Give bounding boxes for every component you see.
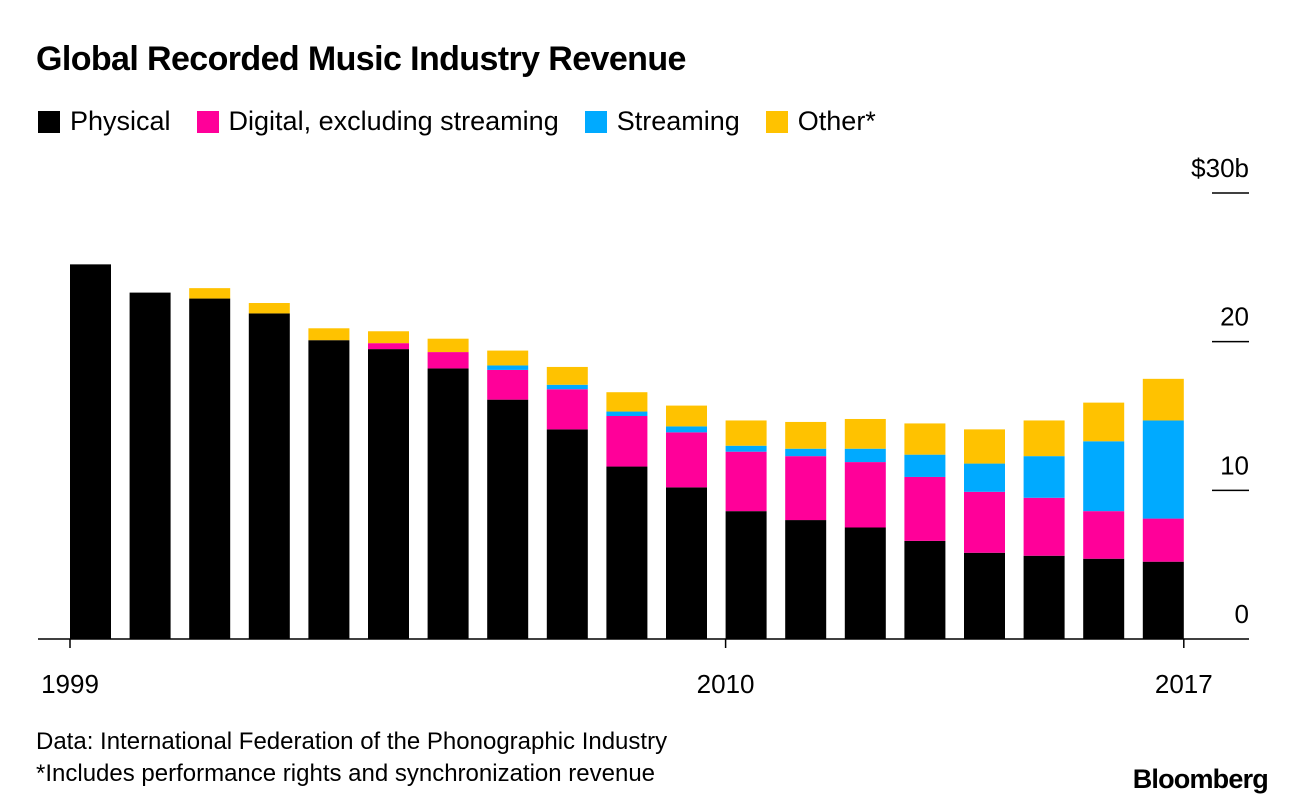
x-tick-label: 1999 xyxy=(41,669,99,699)
bar-segment xyxy=(666,426,707,433)
bar-segment xyxy=(427,368,469,639)
bar-segment xyxy=(546,389,588,430)
bar-segment xyxy=(725,451,767,512)
bar-segment xyxy=(666,405,707,427)
bar-segment xyxy=(1142,378,1184,421)
bar-segment xyxy=(606,416,648,467)
bar-segment xyxy=(1023,555,1065,639)
bar-segment xyxy=(904,540,946,639)
chart-title: Global Recorded Music Industry Revenue xyxy=(36,40,686,78)
bar-segment xyxy=(308,340,350,639)
y-tick-label: $30b xyxy=(1191,153,1249,183)
bar-segment xyxy=(964,429,1005,464)
bar-segment xyxy=(844,527,886,639)
bar-segment xyxy=(427,338,469,353)
bar-segment xyxy=(964,491,1005,553)
bar-segment xyxy=(1142,420,1184,519)
bar-segment xyxy=(844,418,886,449)
bar-segment xyxy=(964,552,1005,639)
bar-segment xyxy=(606,466,648,639)
legend: Physical Digital, excluding streaming St… xyxy=(38,106,902,137)
bar-segment xyxy=(725,420,767,446)
legend-item-digital: Digital, excluding streaming xyxy=(196,106,559,137)
legend-label-physical: Physical xyxy=(70,106,171,136)
bar-segment xyxy=(368,343,409,350)
bar-segment xyxy=(1023,456,1065,498)
bar-segment xyxy=(844,462,886,528)
bar-segment xyxy=(248,313,290,639)
bar-segment xyxy=(725,511,767,639)
bar-segment xyxy=(904,423,946,455)
bar-segment xyxy=(487,350,529,366)
bar-segment xyxy=(904,476,946,541)
bloomberg-logo: Bloomberg xyxy=(1132,764,1269,794)
bar-segment xyxy=(546,429,588,639)
source-line: Data: International Federation of the Ph… xyxy=(36,728,668,755)
bar-segment xyxy=(785,456,827,521)
bar-segment xyxy=(1142,518,1184,562)
x-tick-label: 2017 xyxy=(1155,669,1213,699)
y-tick-label: 20 xyxy=(1220,302,1249,332)
bar-segment xyxy=(487,399,529,639)
bar-segment xyxy=(427,352,469,369)
y-tick-label: 10 xyxy=(1220,450,1249,480)
legend-swatch-other xyxy=(765,110,788,133)
bar-segment xyxy=(844,448,886,463)
bar-segment xyxy=(189,298,231,639)
bar-segment xyxy=(1023,420,1065,457)
bar-segment xyxy=(785,520,827,639)
bar-segment xyxy=(368,349,409,639)
bar-segment xyxy=(189,288,231,299)
bar-segment xyxy=(248,303,290,314)
bar-segment xyxy=(785,421,827,449)
y-tick-label: 0 xyxy=(1235,599,1249,629)
bar-segment xyxy=(308,328,350,341)
source-note: Data: International Federation of the Ph… xyxy=(36,726,667,790)
legend-label-streaming: Streaming xyxy=(616,106,740,136)
bar-segment xyxy=(666,432,707,488)
footnote-line: *Includes performance rights and synchro… xyxy=(36,760,656,787)
bar-segment xyxy=(725,445,767,452)
bar-segment xyxy=(666,487,707,639)
bar-segment xyxy=(785,448,827,457)
legend-item-streaming: Streaming xyxy=(584,106,740,137)
bar-segment xyxy=(1023,497,1065,556)
legend-swatch-physical xyxy=(38,110,60,133)
bar-segment xyxy=(368,331,409,344)
bar-segment xyxy=(546,366,588,385)
bar-segment xyxy=(904,454,946,477)
bar-segment xyxy=(606,392,648,412)
x-tick-label: 2010 xyxy=(697,669,755,699)
bar-segment xyxy=(129,292,171,639)
bar-segment xyxy=(70,264,111,639)
bar-segment xyxy=(1083,402,1125,442)
legend-swatch-digital xyxy=(196,110,219,133)
bar-segment xyxy=(487,369,529,400)
legend-item-other: Other* xyxy=(765,106,876,137)
bar-segment xyxy=(1083,441,1125,512)
bar-segment xyxy=(1142,561,1184,639)
bar-segment xyxy=(1083,511,1125,559)
bar-segment xyxy=(964,463,1005,492)
bar-segment xyxy=(487,365,529,370)
bar-segment xyxy=(606,411,648,416)
legend-label-digital: Digital, excluding streaming xyxy=(228,106,559,136)
bar-segment xyxy=(546,384,588,390)
legend-swatch-streaming xyxy=(584,110,607,133)
bar-segment xyxy=(1083,558,1125,639)
legend-item-physical: Physical xyxy=(38,106,171,137)
legend-label-other: Other* xyxy=(797,106,876,136)
